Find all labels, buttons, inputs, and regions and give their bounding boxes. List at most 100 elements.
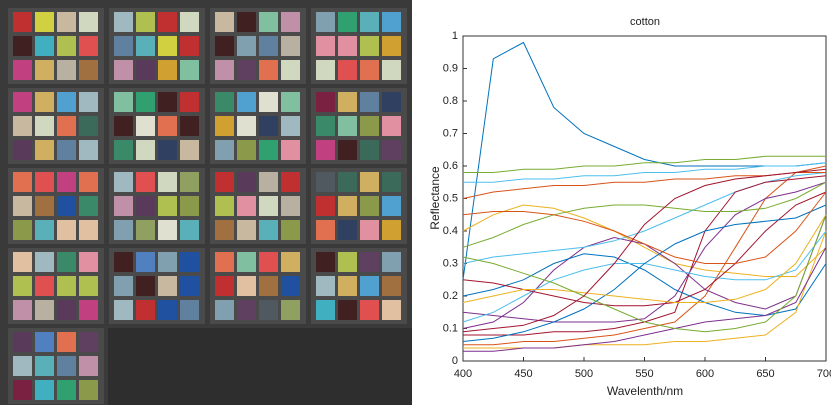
swatch: [215, 172, 234, 192]
swatch: [180, 172, 199, 192]
swatch: [281, 196, 300, 216]
series-line: [462, 214, 827, 303]
swatch: [360, 276, 379, 296]
swatch: [13, 172, 32, 192]
y-tick-label: 0.9: [443, 62, 458, 74]
swatch: [215, 196, 234, 216]
swatch: [79, 252, 98, 272]
swatch: [237, 172, 256, 192]
swatch: [259, 300, 278, 320]
swatch: [281, 116, 300, 136]
swatch: [281, 252, 300, 272]
x-tick-label: 400: [454, 368, 472, 380]
y-axis-label: Reflectance: [428, 166, 442, 230]
x-tick-label: 600: [696, 368, 714, 380]
swatch: [13, 300, 32, 320]
swatch: [259, 60, 278, 80]
swatch: [136, 116, 155, 136]
swatch: [316, 300, 335, 320]
swatch: [13, 12, 32, 32]
swatch: [57, 196, 76, 216]
swatch: [237, 60, 256, 80]
swatch: [136, 12, 155, 32]
swatch: [79, 380, 98, 400]
swatch: [57, 92, 76, 112]
swatch: [158, 252, 177, 272]
swatch: [338, 172, 357, 192]
swatch: [382, 276, 401, 296]
y-tick-label: 0.5: [443, 192, 458, 204]
swatch: [215, 140, 234, 160]
swatch: [180, 36, 199, 56]
swatch: [79, 276, 98, 296]
swatch: [281, 12, 300, 32]
swatch: [57, 356, 76, 376]
swatch: [13, 276, 32, 296]
swatch: [360, 252, 379, 272]
swatch: [180, 92, 199, 112]
series-line: [462, 204, 827, 342]
swatch: [57, 300, 76, 320]
swatch: [215, 36, 234, 56]
swatch-grid: [8, 8, 407, 404]
x-tick-label: 700: [817, 368, 831, 380]
swatch: [136, 60, 155, 80]
swatch: [180, 276, 199, 296]
swatch: [215, 92, 234, 112]
swatch: [13, 36, 32, 56]
swatch: [136, 252, 155, 272]
swatch: [35, 92, 54, 112]
swatch: [79, 92, 98, 112]
swatch: [114, 36, 133, 56]
swatch: [57, 60, 76, 80]
swatch: [338, 116, 357, 136]
swatch: [136, 36, 155, 56]
swatch: [338, 196, 357, 216]
swatch: [382, 300, 401, 320]
swatch: [13, 356, 32, 376]
swatch: [13, 116, 32, 136]
swatch: [57, 276, 76, 296]
swatch: [237, 252, 256, 272]
swatch: [215, 60, 234, 80]
swatch: [382, 220, 401, 240]
swatch: [382, 140, 401, 160]
swatch: [259, 92, 278, 112]
swatch: [237, 196, 256, 216]
swatch: [136, 300, 155, 320]
swatch: [338, 252, 357, 272]
swatch: [237, 220, 256, 240]
swatch: [215, 252, 234, 272]
chart-title: cotton: [630, 16, 660, 28]
swatch: [281, 36, 300, 56]
swatch: [360, 36, 379, 56]
x-axis-label: Wavelenth/nm: [607, 384, 683, 398]
swatch: [136, 196, 155, 216]
y-tick-label: 0: [452, 355, 458, 367]
swatch: [316, 60, 335, 80]
swatch: [259, 276, 278, 296]
swatch: [114, 92, 133, 112]
swatch: [35, 276, 54, 296]
swatch: [316, 36, 335, 56]
swatch: [360, 140, 379, 160]
swatch: [360, 220, 379, 240]
swatch: [382, 60, 401, 80]
series-line: [463, 155, 826, 173]
y-tick-label: 1: [452, 30, 458, 42]
series-line: [462, 168, 827, 333]
swatch: [237, 300, 256, 320]
swatch: [259, 252, 278, 272]
swatch: [180, 140, 199, 160]
swatch: [338, 300, 357, 320]
swatch: [114, 116, 133, 136]
swatch: [316, 12, 335, 32]
swatch: [338, 12, 357, 32]
swatch: [136, 172, 155, 192]
swatch: [316, 220, 335, 240]
swatch: [237, 140, 256, 160]
y-tick-label: 0.3: [443, 257, 458, 269]
swatch: [114, 220, 133, 240]
